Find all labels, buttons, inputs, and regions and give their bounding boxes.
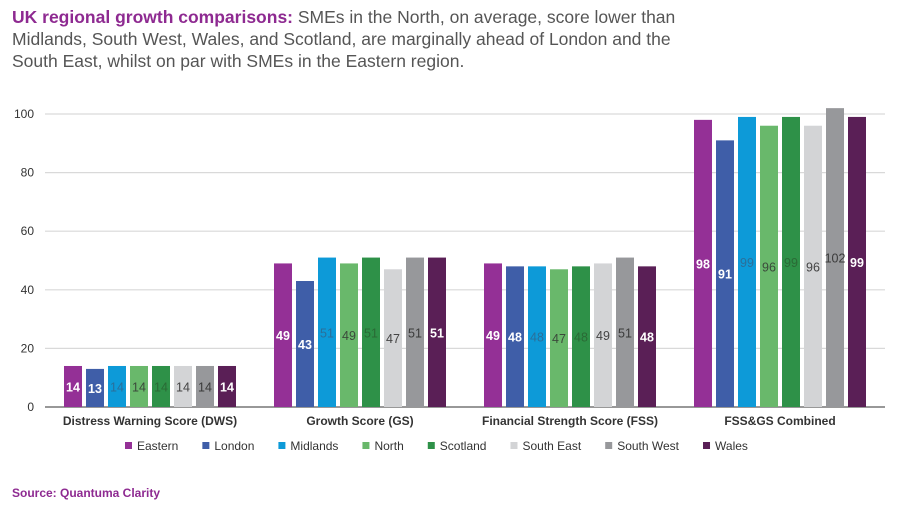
title-text: SMEs in the North, on average, score low… xyxy=(12,7,676,71)
bar-south-east xyxy=(384,269,402,407)
legend-swatch xyxy=(202,442,210,449)
bar-south-west xyxy=(196,365,214,407)
bar-wales xyxy=(638,266,656,407)
bar-wales xyxy=(848,116,866,408)
data-label: 96 xyxy=(806,260,820,274)
data-label: 51 xyxy=(618,326,632,340)
data-label: 14 xyxy=(176,380,190,394)
legend-swatch xyxy=(703,442,711,449)
legend-label: Wales xyxy=(715,439,748,453)
bar-midlands xyxy=(738,116,756,408)
bar-wales xyxy=(218,365,236,407)
data-label: 48 xyxy=(574,331,588,345)
y-tick-label: 40 xyxy=(21,283,35,297)
data-label: 47 xyxy=(386,332,400,346)
data-label: 48 xyxy=(508,331,522,345)
bar-north xyxy=(130,365,148,407)
data-label: 91 xyxy=(718,268,732,282)
legend-label: London xyxy=(214,439,254,453)
data-label: 14 xyxy=(220,380,234,394)
data-label: 14 xyxy=(66,380,80,394)
bar-south-west xyxy=(616,257,634,407)
bar-south-west xyxy=(826,108,844,407)
data-label: 102 xyxy=(825,252,846,266)
data-label: 51 xyxy=(430,326,444,340)
legend-label: Eastern xyxy=(137,439,178,453)
bar-midlands xyxy=(318,257,336,407)
bar-north xyxy=(550,269,568,407)
bar-scotland xyxy=(572,266,590,407)
bar-london xyxy=(296,281,314,407)
data-label: 14 xyxy=(154,380,168,394)
category-label: Financial Strength Score (FSS) xyxy=(482,414,658,428)
y-tick-label: 60 xyxy=(21,224,35,238)
data-label: 49 xyxy=(596,329,610,343)
title-bold: UK regional growth comparisons: xyxy=(12,7,293,27)
legend-label: South West xyxy=(617,439,679,453)
bar-wales xyxy=(428,257,446,407)
bar-scotland xyxy=(152,365,170,407)
data-label: 96 xyxy=(762,260,776,274)
bar-london xyxy=(86,368,104,407)
legend-swatch xyxy=(125,442,132,449)
bar-london xyxy=(716,140,734,407)
data-label: 13 xyxy=(88,382,102,396)
y-tick-label: 20 xyxy=(21,341,35,355)
data-label: 98 xyxy=(696,257,710,271)
bar-eastern xyxy=(274,263,292,407)
data-label: 49 xyxy=(342,329,356,343)
data-label: 43 xyxy=(298,338,312,352)
bar-eastern xyxy=(484,263,502,407)
legend-swatch xyxy=(362,442,370,449)
bar-south-east xyxy=(594,263,612,407)
data-label: 51 xyxy=(408,326,422,340)
legend-label: Midlands xyxy=(290,439,338,453)
bar-scotland xyxy=(782,116,800,408)
bar-eastern xyxy=(694,119,712,408)
bar-midlands xyxy=(528,266,546,407)
bar-south-west xyxy=(406,257,424,407)
category-label: Distress Warning Score (DWS) xyxy=(63,414,237,428)
legend-swatch xyxy=(278,442,286,449)
data-label: 51 xyxy=(320,326,334,340)
source-note: Source: Quantuma Clarity xyxy=(12,486,161,500)
bar-south-east xyxy=(804,125,822,407)
data-label: 99 xyxy=(850,256,864,270)
data-label: 51 xyxy=(364,326,378,340)
data-label: 48 xyxy=(640,331,654,345)
y-tick-label: 80 xyxy=(21,166,35,180)
data-label: 99 xyxy=(740,256,754,270)
bar-scotland xyxy=(362,257,380,407)
category-label: FSS&GS Combined xyxy=(724,414,835,428)
data-label: 47 xyxy=(552,332,566,346)
data-label: 48 xyxy=(530,331,544,345)
data-label: 14 xyxy=(110,380,124,394)
y-tick-label: 100 xyxy=(14,107,34,121)
legend-swatch xyxy=(605,442,613,449)
bar-north xyxy=(760,125,778,407)
bar-eastern xyxy=(64,365,82,407)
bar-london xyxy=(506,266,524,407)
bar-north xyxy=(340,263,358,407)
category-label: Growth Score (GS) xyxy=(306,414,413,428)
data-label: 14 xyxy=(132,380,146,394)
data-label: 49 xyxy=(276,329,290,343)
data-label: 99 xyxy=(784,256,798,270)
legend-label: South East xyxy=(522,439,581,453)
legend-label: North xyxy=(374,439,403,453)
bar-south-east xyxy=(174,365,192,407)
bar-midlands xyxy=(108,365,126,407)
legend-swatch xyxy=(510,442,518,449)
data-label: 49 xyxy=(486,329,500,343)
y-tick-label: 0 xyxy=(27,400,34,414)
legend-swatch xyxy=(427,442,435,449)
data-label: 14 xyxy=(198,380,212,394)
chart-title: UK regional growth comparisons: SMEs in … xyxy=(12,6,692,72)
legend-label: Scotland xyxy=(440,439,487,453)
